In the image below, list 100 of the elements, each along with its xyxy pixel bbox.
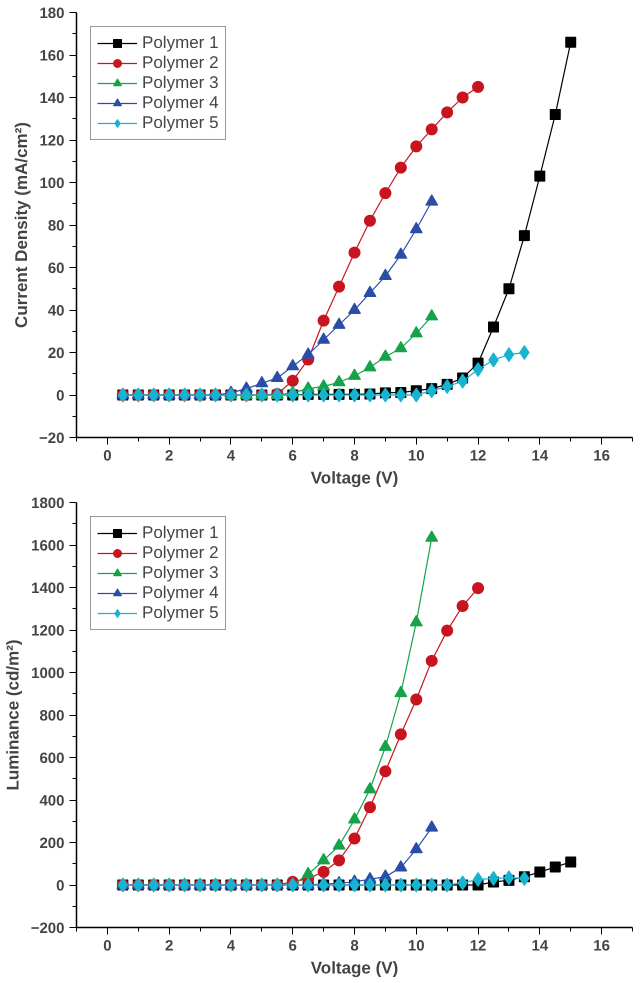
legend-label: Polymer 1 [142, 523, 219, 543]
point [472, 80, 484, 93]
point [503, 283, 514, 294]
y-tick-label: −20 [39, 430, 65, 447]
point [364, 801, 376, 814]
point [348, 832, 360, 844]
x-tick-label: 6 [288, 448, 297, 464]
point [472, 362, 484, 377]
point [457, 374, 468, 389]
y-axis-title: Luminance (cd/m²) [4, 639, 23, 791]
y-tick-label: 0 [56, 388, 64, 404]
point [348, 246, 360, 259]
y-tick-label: 400 [39, 792, 65, 810]
x-tick-label: 6 [288, 938, 297, 954]
x-tick-label: 16 [593, 938, 610, 954]
legend-label: Polymer 2 [142, 53, 219, 73]
point [488, 870, 499, 886]
y-tick-label: 140 [39, 90, 65, 107]
point [565, 36, 576, 48]
point [394, 162, 407, 174]
point [364, 214, 376, 227]
point [488, 322, 499, 332]
point [286, 374, 299, 387]
x-tick-label: 12 [470, 938, 486, 954]
y-tick-label: 180 [39, 5, 65, 22]
y-tick-label: 80 [48, 218, 65, 234]
legend-label: Polymer 2 [142, 543, 219, 563]
y-tick-label: 600 [39, 750, 65, 767]
point [565, 856, 576, 868]
y-tick-label: 1400 [31, 580, 65, 597]
x-tick-label: 2 [164, 938, 174, 954]
x-tick-label: 10 [408, 448, 425, 464]
y-tick-label: 20 [48, 345, 65, 362]
point [534, 170, 546, 182]
x-tick-label: 0 [103, 448, 112, 464]
point [426, 123, 438, 136]
x-tick-label: 0 [103, 938, 112, 954]
point [379, 187, 392, 200]
y-tick-label: 100 [39, 175, 65, 192]
point [488, 352, 499, 368]
point [441, 624, 454, 637]
point [378, 739, 392, 751]
point [472, 872, 484, 887]
y-tick-label: 0 [56, 878, 64, 894]
point [364, 388, 376, 402]
y-tick-label: 1000 [31, 665, 65, 682]
point [318, 866, 330, 878]
legend-label: Polymer 5 [142, 603, 219, 623]
point [425, 530, 438, 542]
x-tick-label: 4 [226, 938, 236, 954]
point [333, 854, 346, 866]
point [441, 106, 454, 118]
x-tick-label: 8 [350, 938, 359, 954]
point [426, 654, 438, 667]
point [318, 388, 329, 402]
point [550, 109, 561, 120]
point [396, 388, 406, 402]
point [456, 600, 469, 612]
point [411, 388, 422, 402]
y-tick-label: 1200 [31, 622, 65, 640]
x-tick-label: 12 [470, 448, 486, 464]
point [534, 866, 546, 878]
point [425, 820, 438, 832]
point [519, 345, 530, 360]
point [334, 388, 344, 402]
y-tick-label: −200 [30, 920, 65, 937]
legend-label: Polymer 5 [142, 113, 219, 133]
y-tick-label: 200 [39, 835, 65, 852]
point [550, 861, 561, 872]
point [472, 582, 484, 594]
x-axis-title: Voltage (V) [310, 468, 398, 488]
legend-label: Polymer 3 [142, 563, 219, 583]
x-tick-label: 14 [531, 938, 549, 954]
y-tick-label: 1600 [31, 538, 65, 554]
x-tick-label: 10 [408, 938, 425, 954]
y-tick-label: 40 [48, 302, 65, 320]
legend-label: Polymer 3 [142, 73, 219, 93]
point [380, 388, 391, 402]
point [394, 728, 407, 740]
x-tick-label: 16 [593, 448, 610, 464]
x-tick-label: 2 [164, 448, 174, 464]
x-tick-label: 4 [226, 448, 236, 464]
y-tick-label: 160 [39, 48, 65, 64]
point [519, 870, 530, 886]
point [410, 694, 422, 706]
legend-label: Polymer 1 [142, 33, 219, 53]
legend-label: Polymer 4 [142, 93, 219, 113]
legend-label: Polymer 4 [142, 583, 219, 603]
y-tick-label: 800 [39, 708, 65, 724]
point [518, 230, 530, 242]
x-axis-title: Voltage (V) [310, 958, 398, 978]
y-tick-label: 120 [39, 132, 65, 150]
point [379, 765, 392, 778]
point [410, 614, 423, 626]
y-tick-label: 60 [48, 260, 65, 277]
point [349, 388, 360, 402]
point [410, 140, 422, 152]
point [456, 92, 469, 104]
y-axis-title: Current Density (mA/cm²) [12, 122, 32, 328]
point [303, 388, 314, 402]
